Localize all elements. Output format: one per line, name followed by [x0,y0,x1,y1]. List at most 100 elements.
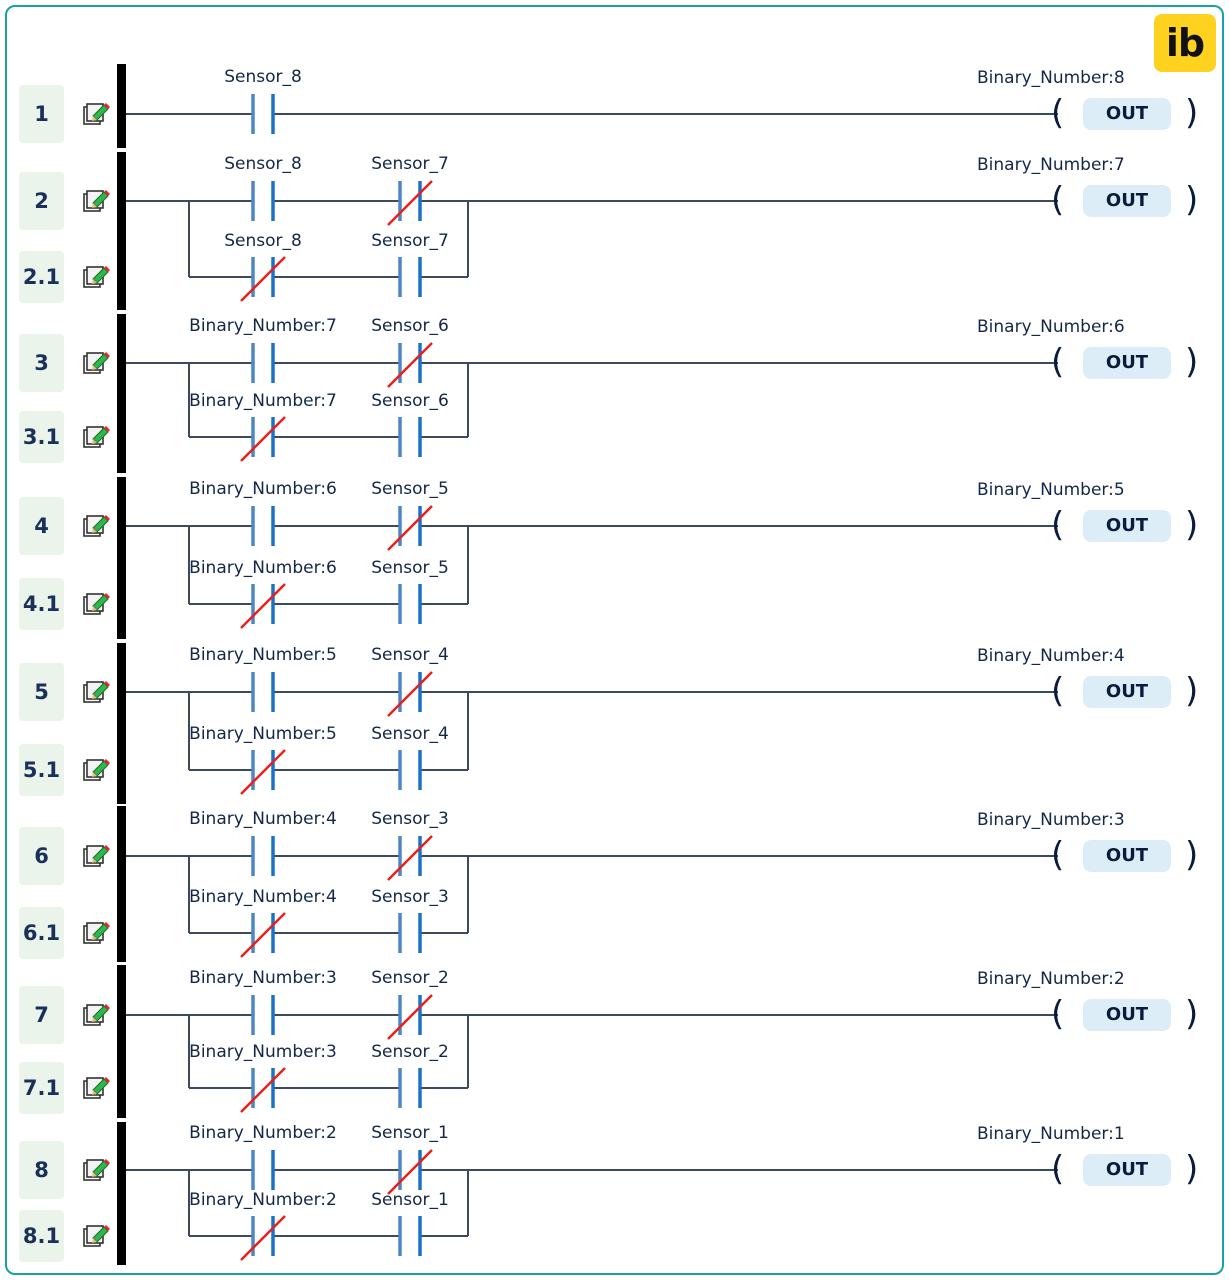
coil-out: OUT [1083,347,1171,379]
rung-number: 8 [19,1141,64,1199]
coil-right-paren: ) [1185,671,1199,711]
nc-contact-nc-slash [240,256,286,302]
contact-label: Sensor_1 [371,1123,449,1143]
contact-label: Sensor_3 [371,887,449,907]
coil-left-paren: ( [1051,505,1065,545]
contact-label: Sensor_3 [371,809,449,829]
rung-number: 5.1 [19,744,64,796]
nc-contact-nc-slash [387,180,433,226]
edit-rung-icon[interactable] [82,512,112,540]
rung-number: 3 [19,334,64,392]
edit-rung-icon[interactable] [82,1156,112,1184]
nc-contact-nc-slash [240,912,286,958]
coil-label: Binary_Number:5 [977,480,1125,500]
nc-contact-nc-slash [387,671,433,717]
rung-number: 3.1 [19,411,64,463]
coil-out: OUT [1083,676,1171,708]
nc-contact-nc-slash [387,835,433,881]
contact-label: Binary_Number:5 [189,645,337,665]
contact-label: Sensor_8 [224,67,302,87]
coil-right-paren: ) [1185,1149,1199,1189]
rung-number: 2.1 [19,251,64,303]
coil-out: OUT [1083,510,1171,542]
contact-label: Sensor_8 [224,154,302,174]
power-rail [117,965,126,1118]
rung-number: 5 [19,663,64,721]
coil-right-paren: ) [1185,505,1199,545]
coil-out: OUT [1083,840,1171,872]
contact-label: Sensor_2 [371,1042,449,1062]
coil-right-paren: ) [1185,994,1199,1034]
nc-contact-nc-slash [240,416,286,462]
edit-rung-icon[interactable] [82,919,112,947]
edit-rung-icon[interactable] [82,1001,112,1029]
edit-rung-icon[interactable] [82,1074,112,1102]
coil-left-paren: ( [1051,994,1065,1034]
rung-number: 4 [19,497,64,555]
edit-rung-icon[interactable] [82,423,112,451]
contact-label: Sensor_5 [371,558,449,578]
contact-label: Binary_Number:2 [189,1190,337,1210]
contact-label: Sensor_1 [371,1190,449,1210]
power-rail [117,314,126,473]
contact-label: Binary_Number:6 [189,479,337,499]
contact-label: Sensor_6 [371,316,449,336]
power-rail [117,152,126,310]
contact-label: Binary_Number:2 [189,1123,337,1143]
coil-out: OUT [1083,999,1171,1031]
coil-left-paren: ( [1051,93,1065,133]
coil-out: OUT [1083,185,1171,217]
coil-label: Binary_Number:3 [977,810,1125,830]
rung-number: 7.1 [19,1062,64,1114]
edit-rung-icon[interactable] [82,349,112,377]
coil-right-paren: ) [1185,342,1199,382]
edit-rung-icon[interactable] [82,263,112,291]
edit-rung-icon[interactable] [82,100,112,128]
rung-number: 7 [19,986,64,1044]
nc-contact-nc-slash [387,505,433,551]
brand-logo: ib [1154,14,1216,72]
power-rail [117,1122,126,1265]
rung-number: 1 [19,85,64,143]
edit-rung-icon[interactable] [82,1222,112,1250]
nc-contact-nc-slash [240,749,286,795]
contact-label: Sensor_5 [371,479,449,499]
edit-rung-icon[interactable] [82,756,112,784]
coil-left-paren: ( [1051,835,1065,875]
contact-label: Sensor_4 [371,724,449,744]
contact-label: Binary_Number:5 [189,724,337,744]
edit-rung-icon[interactable] [82,842,112,870]
edit-rung-icon[interactable] [82,590,112,618]
coil-left-paren: ( [1051,671,1065,711]
coil-label: Binary_Number:7 [977,155,1125,175]
coil-label: Binary_Number:2 [977,969,1125,989]
coil-label: Binary_Number:1 [977,1124,1125,1144]
coil-left-paren: ( [1051,342,1065,382]
contact-label: Binary_Number:3 [189,968,337,988]
rung-number: 4.1 [19,578,64,630]
power-rail [117,806,126,962]
nc-contact-nc-slash [387,994,433,1040]
coil-label: Binary_Number:8 [977,68,1125,88]
power-rail [117,64,126,148]
power-rail [117,477,126,639]
contact-label: Binary_Number:3 [189,1042,337,1062]
contact-label: Sensor_7 [371,154,449,174]
coil-out: OUT [1083,98,1171,130]
edit-rung-icon[interactable] [82,187,112,215]
diagram-frame [5,5,1224,1275]
coil-right-paren: ) [1185,835,1199,875]
rung-number: 6.1 [19,907,64,959]
coil-right-paren: ) [1185,93,1199,133]
coil-right-paren: ) [1185,180,1199,220]
coil-left-paren: ( [1051,1149,1065,1189]
contact-label: Binary_Number:6 [189,558,337,578]
contact-label: Sensor_4 [371,645,449,665]
contact-label: Binary_Number:7 [189,316,337,336]
contact-label: Sensor_6 [371,391,449,411]
contact-label: Binary_Number:7 [189,391,337,411]
edit-rung-icon[interactable] [82,678,112,706]
rung-number: 2 [19,172,64,230]
power-rail [117,643,126,804]
